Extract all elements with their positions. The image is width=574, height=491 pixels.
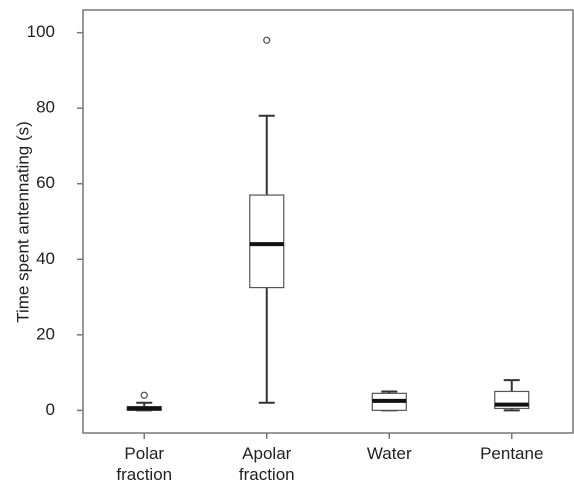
y-tick-label: 100 [27, 22, 55, 41]
y-axis-label: Time spent antennating (s) [13, 121, 32, 323]
x-tick-label: Apolar fraction [238, 444, 295, 484]
outlier [140, 391, 148, 399]
outlier [263, 36, 271, 44]
y-tick-label: 0 [46, 400, 55, 419]
box [249, 194, 285, 289]
x-tick-label: Polar fraction [116, 444, 173, 484]
y-tick-label: 40 [36, 249, 55, 268]
y-tick-label: 60 [36, 173, 55, 192]
x-tick-label: Pentane [480, 444, 544, 463]
y-tick-label: 20 [36, 324, 55, 343]
y-tick-label: 80 [36, 98, 55, 117]
x-tick-label: Water [366, 444, 412, 463]
plot-frame [82, 9, 574, 434]
